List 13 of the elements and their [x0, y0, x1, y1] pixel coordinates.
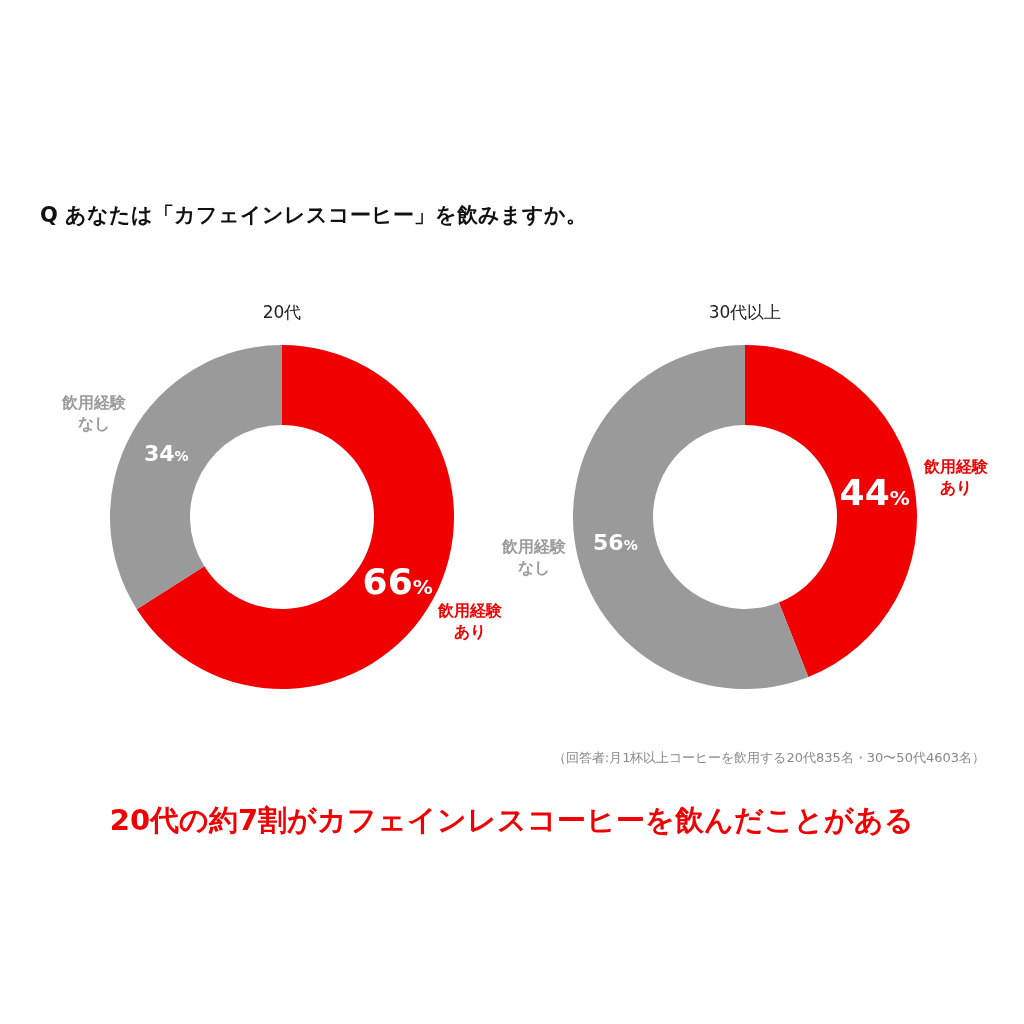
data-label: 34% [144, 441, 189, 467]
slice-label: 飲用経験なし [500, 537, 567, 578]
slice-label: 飲用経験あり [437, 600, 504, 641]
chart-title: 20代 [262, 302, 302, 322]
slice-label: 飲用経験あり [923, 456, 990, 497]
slice-label: 飲用経験なし [60, 393, 127, 434]
data-label: 56% [593, 529, 638, 555]
data-label: 66% [362, 560, 433, 602]
chart-title: 30代以上 [708, 302, 782, 322]
data-label: 44% [839, 472, 910, 514]
text: （回答者:月1杯以上コーヒーを飲用する20代835名・30〜50代4603名） [552, 750, 985, 765]
text: 20代の約7割がカフェインレスコーヒーを飲んだことがある [109, 803, 915, 837]
text: Q あなたは「カフェインレスコーヒー」を飲みますか。 [40, 203, 588, 227]
